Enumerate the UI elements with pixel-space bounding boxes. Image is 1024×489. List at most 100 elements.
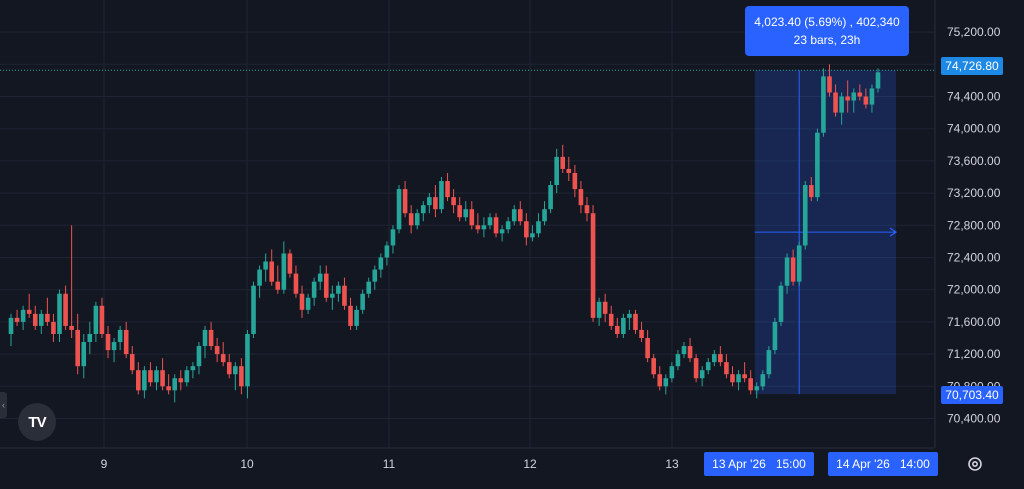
candle: [851, 88, 857, 113]
candle: [299, 285, 305, 318]
candle-body: [572, 172, 578, 190]
candle: [815, 128, 820, 202]
candle: [766, 346, 772, 379]
candle: [669, 362, 675, 383]
settings-gear-icon[interactable]: [966, 455, 984, 473]
candle: [639, 321, 644, 343]
candle-body: [245, 333, 250, 387]
candle: [336, 281, 341, 302]
candle: [809, 177, 814, 202]
candle: [366, 277, 372, 298]
candle: [87, 321, 93, 355]
candle: [220, 342, 226, 367]
candle: [457, 197, 462, 222]
candle: [827, 64, 832, 97]
candle: [469, 201, 475, 230]
candle: [863, 88, 869, 109]
candle: [317, 265, 323, 290]
candle-body: [196, 346, 202, 367]
candle: [354, 305, 359, 330]
candle: [63, 285, 68, 330]
candle-body: [142, 370, 147, 391]
candle: [663, 374, 669, 395]
measure-start-date: 13 Apr '26: [712, 457, 766, 471]
candle-body: [342, 285, 347, 306]
candle: [20, 305, 26, 330]
candle: [178, 370, 184, 391]
y-tick-label: 72,000.00: [947, 283, 1001, 297]
candle-body: [311, 281, 317, 298]
candle-body: [123, 329, 129, 355]
candle: [590, 205, 596, 322]
candle-body: [669, 366, 675, 379]
candle: [536, 213, 541, 238]
candle: [402, 181, 408, 218]
measure-tooltip: 4,023.40 (5.69%) , 402,340 23 bars, 23h: [745, 6, 909, 56]
candle: [202, 325, 208, 359]
candle-body: [809, 185, 814, 198]
candle-body: [796, 245, 802, 282]
candle-body: [330, 293, 335, 298]
x-tick-label: 9: [101, 457, 108, 471]
candle-body: [536, 221, 541, 234]
tradingview-logo[interactable]: TV: [18, 403, 56, 441]
candle-body: [827, 76, 832, 93]
candle-body: [26, 309, 32, 314]
candle-body: [317, 273, 323, 282]
candle-body: [645, 338, 650, 359]
candle-body: [481, 225, 487, 230]
candle: [699, 366, 705, 387]
candle-body: [766, 350, 772, 375]
candle-body: [275, 281, 281, 290]
candle: [26, 293, 32, 318]
candle-body: [566, 168, 572, 173]
candle: [190, 362, 196, 379]
candle: [718, 346, 723, 367]
candle: [705, 358, 711, 375]
candle-body: [93, 305, 99, 334]
measure-start-clock: 15:00: [775, 457, 806, 471]
candle-body: [790, 257, 796, 282]
candle-body: [75, 329, 80, 367]
candle-body: [184, 370, 190, 383]
candle-body: [760, 374, 766, 387]
candle-body: [323, 273, 329, 298]
candle: [572, 164, 578, 198]
candle-body: [578, 189, 584, 206]
candle: [845, 80, 850, 113]
candle: [293, 265, 299, 298]
candle-body: [129, 354, 135, 371]
candle: [687, 338, 693, 363]
candle: [578, 181, 584, 214]
candle: [275, 265, 281, 294]
candle-body: [372, 269, 378, 282]
candle-body: [851, 92, 857, 101]
candle-body: [712, 354, 717, 363]
candle-body: [190, 366, 196, 371]
candle-body: [45, 313, 50, 322]
candle-body: [530, 233, 535, 238]
collapse-panel-handle[interactable]: ‹: [0, 392, 7, 418]
candle: [117, 325, 123, 351]
candle: [778, 281, 784, 326]
candle-body: [348, 305, 353, 326]
candle: [657, 366, 663, 391]
candle-body: [505, 221, 511, 230]
candle: [111, 338, 117, 363]
candle-body: [802, 185, 808, 246]
candle: [69, 225, 74, 338]
candle-body: [614, 325, 620, 334]
candle-body: [293, 273, 299, 294]
candle: [281, 241, 287, 294]
measure-low-label: 70,703.40: [941, 386, 1003, 404]
candle: [487, 213, 493, 230]
candle: [542, 201, 547, 226]
candle-body: [651, 358, 656, 375]
candle: [208, 321, 214, 351]
candle-body: [736, 374, 741, 383]
candle: [475, 213, 481, 234]
candle-body: [360, 293, 365, 310]
candle: [742, 362, 747, 383]
candle-body: [63, 293, 68, 326]
